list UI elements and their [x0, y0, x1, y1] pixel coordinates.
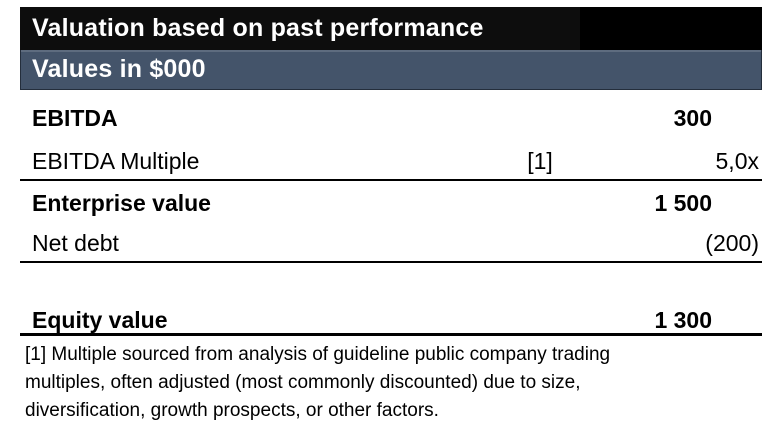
row-value: 5,0x — [715, 147, 759, 174]
row-value: 1 500 — [654, 189, 712, 216]
footnote-line: diversification, growth prospects, or ot… — [25, 400, 439, 421]
table-subtitle: Values in $000 — [32, 55, 206, 83]
table-row-ebitda: EBITDA 300 — [20, 90, 762, 143]
row-label: EBITDA Multiple — [32, 147, 200, 174]
row-label: Enterprise value — [32, 189, 211, 216]
row-label: EBITDA — [32, 105, 118, 131]
row-value: 1 300 — [654, 306, 712, 333]
row-value: (200) — [705, 229, 759, 256]
row-label: Equity value — [32, 306, 168, 333]
table-title: Valuation based on past performance — [32, 14, 484, 42]
footnote: [1] Multiple sourced from analysis of gu… — [20, 341, 762, 425]
row-label: Net debt — [32, 229, 119, 256]
subtitle-bar: Values in $000 — [20, 50, 762, 90]
table-row-enterprise-value: Enterprise value 1 500 — [20, 181, 762, 225]
table-row-spacer — [20, 263, 762, 297]
valuation-table: Valuation based on past performance Valu… — [20, 7, 762, 425]
footnote-line: multiples, often adjusted (most commonly… — [25, 372, 581, 393]
title-bar: Valuation based on past performance — [20, 7, 762, 50]
footnote-line: [1] Multiple sourced from analysis of gu… — [25, 344, 611, 365]
row-footnote-ref: [1] — [527, 147, 553, 174]
row-value: 300 — [673, 105, 712, 131]
table-row-equity-value: Equity value 1 300 — [20, 297, 762, 336]
table-row-net-debt: Net debt (200) — [20, 225, 762, 263]
table-row-ebitda-multiple: EBITDA Multiple [1] 5,0x — [20, 143, 762, 181]
